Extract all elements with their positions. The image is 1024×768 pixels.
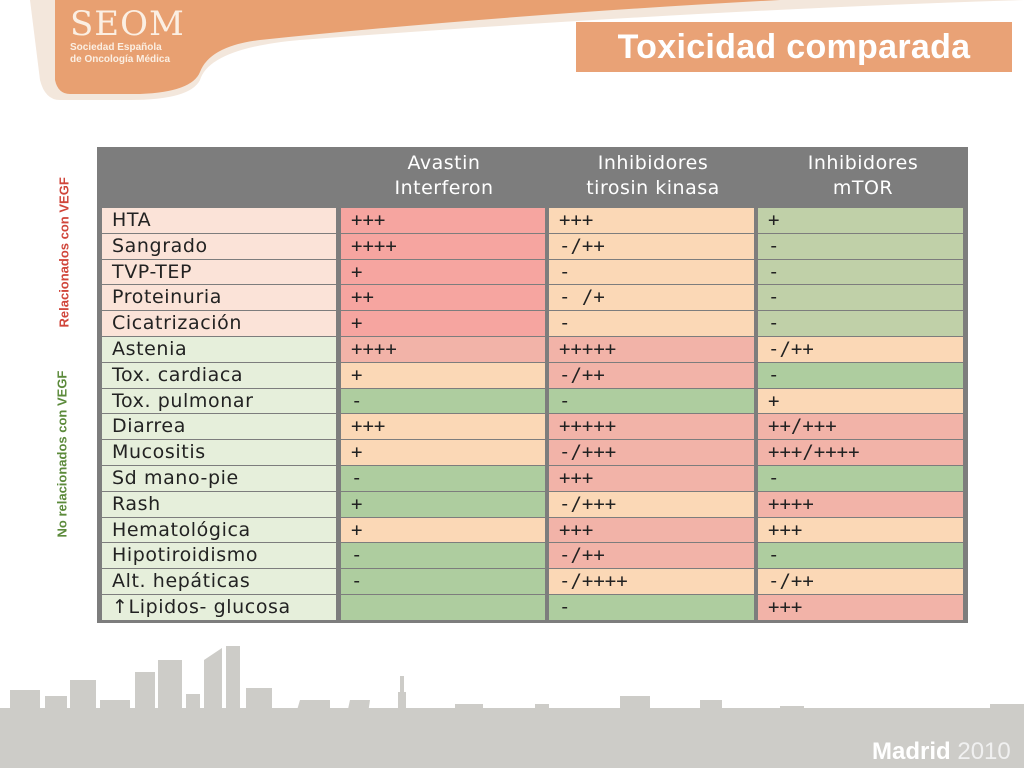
cell-tki: +++ (549, 466, 754, 491)
row-label: Diarrea (102, 414, 336, 440)
cell-mtor: - (758, 259, 963, 285)
cell-mtor: - (758, 233, 963, 259)
cell-avastin: - (341, 466, 545, 491)
cell-mtor: -/++ (758, 337, 963, 362)
header-col-mtor: Inhibidores mTOR (807, 152, 919, 199)
cell-mtor: -/++ (758, 569, 963, 594)
row-label: Astenia (102, 337, 336, 362)
cell-tki: +++ (549, 517, 754, 543)
cell-avastin: + (341, 311, 545, 336)
cell-avastin: + (341, 362, 545, 388)
cell-tki: - (549, 259, 754, 285)
cell-avastin (341, 595, 545, 620)
cell-tki: -/+++ (549, 491, 754, 517)
slide-title: Toxicidad comparada (617, 27, 971, 66)
row-label: HTA (102, 208, 336, 233)
cell-tki: -/++ (549, 362, 754, 388)
cell-mtor: ++/+++ (758, 414, 963, 440)
cell-tki: -/++++ (549, 569, 754, 594)
cell-avastin: + (341, 259, 545, 285)
cell-avastin: ++++ (341, 337, 545, 362)
row-label: Proteinuria (102, 285, 336, 311)
header-col-avastin: Avastin Interferon (394, 152, 494, 199)
logo-name: SEOM (70, 4, 185, 44)
row-label: Mucositis (102, 440, 336, 465)
seom-logo: SEOM Sociedad Española de Oncología Médi… (70, 6, 185, 66)
cell-avastin: + (341, 517, 545, 543)
row-label: Tox. pulmonar (102, 388, 336, 414)
footer-madrid: Madrid 2010 (872, 738, 1011, 765)
cell-avastin: + (341, 440, 545, 465)
cell-tki: -/++ (549, 543, 754, 569)
cell-mtor: - (758, 362, 963, 388)
side-label-related: Relacionados con VEGF (56, 177, 72, 328)
row-label: Hematológica (102, 517, 336, 543)
cell-avastin: - (341, 569, 545, 594)
cell-tki: - /+ (549, 285, 754, 311)
cell-tki: - (549, 388, 754, 414)
cell-avastin: - (341, 543, 545, 569)
header-col-tki: Inhibidores tirosin kinasa (586, 152, 720, 199)
row-label: ↑Lipidos- glucosa (102, 595, 336, 620)
toxicity-table: Avastin Interferon Inhibidores tirosin kin… (97, 147, 968, 623)
madrid-skyline (0, 646, 1024, 768)
cell-avastin: - (341, 388, 545, 414)
cell-mtor: - (758, 285, 963, 311)
cell-mtor: + (758, 388, 963, 414)
cell-avastin: ++++ (341, 233, 545, 259)
row-label: Sd mano-pie (102, 466, 336, 491)
cell-mtor: ++++ (758, 491, 963, 517)
logo-subtitle-2: de Oncología Médica (70, 54, 171, 65)
side-label-not-related: No relacionados con VEGF (54, 370, 70, 538)
row-label: Sangrado (102, 233, 336, 259)
cell-mtor: + (758, 208, 963, 233)
cell-mtor: +++/++++ (758, 440, 963, 465)
cell-mtor: - (758, 543, 963, 569)
cell-mtor: +++ (758, 595, 963, 620)
header-band (0, 0, 1024, 100)
row-label: Hipotiroidismo (102, 543, 336, 569)
cell-avastin: +++ (341, 208, 545, 233)
cell-tki: - (549, 311, 754, 336)
cell-avastin: +++ (341, 414, 545, 440)
cell-tki: - (549, 595, 754, 620)
row-label: Cicatrización (102, 311, 336, 336)
cell-tki: +++++ (549, 414, 754, 440)
row-label: TVP-TEP (102, 259, 336, 285)
cell-avastin: ++ (341, 285, 545, 311)
cell-mtor: +++ (758, 517, 963, 543)
cell-tki: -/+++ (549, 440, 754, 465)
row-label: Tox. cardiaca (102, 362, 336, 388)
cell-mtor: - (758, 311, 963, 336)
cell-tki: +++ (549, 208, 754, 233)
logo-subtitle-1: Sociedad Española (70, 42, 162, 53)
cell-tki: -/++ (549, 233, 754, 259)
cell-avastin: + (341, 491, 545, 517)
row-label: Alt. hepáticas (102, 569, 336, 594)
slide-title-box: Toxicidad comparada (576, 22, 1012, 72)
cell-tki: +++++ (549, 337, 754, 362)
cell-mtor: - (758, 466, 963, 491)
row-label: Rash (102, 491, 336, 517)
